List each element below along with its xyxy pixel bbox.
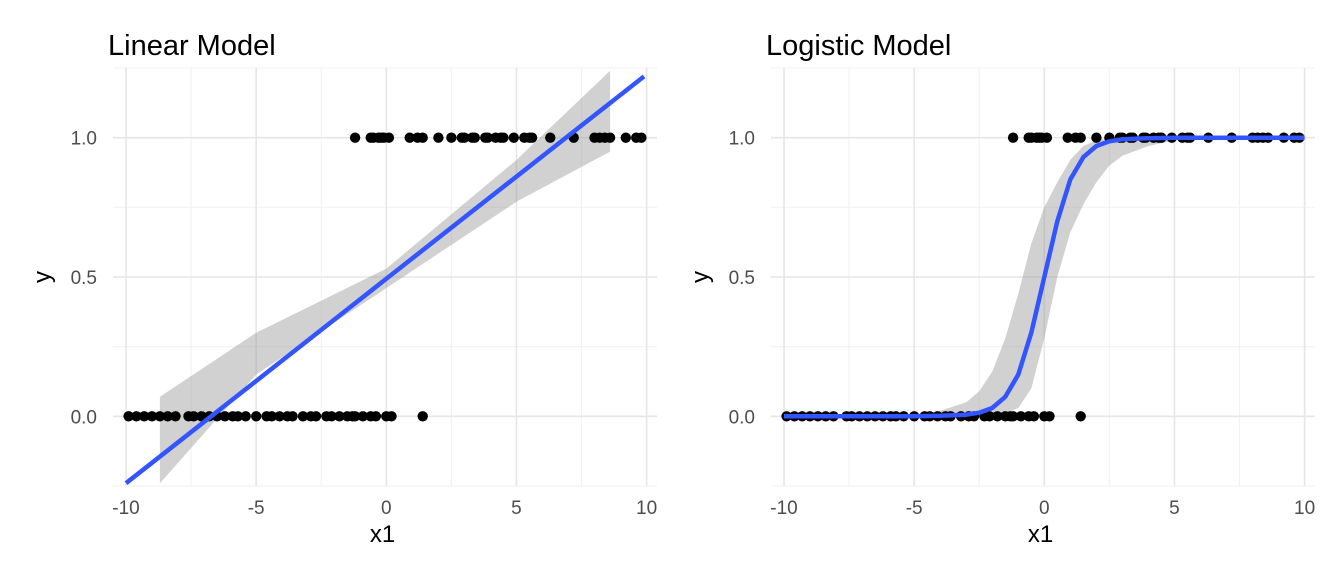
- data-point: [287, 411, 298, 422]
- x-tick-label: 5: [511, 498, 522, 519]
- data-point: [188, 411, 199, 422]
- data-point: [404, 132, 415, 143]
- plot-area: -10 -5 0 5 10 0.0 0.5 1.0: [71, 67, 657, 519]
- fit-line: [124, 74, 646, 485]
- data-point: [310, 411, 322, 422]
- data-point: [232, 411, 244, 422]
- x-tick-label: -5: [248, 498, 265, 519]
- data-point: [383, 132, 395, 143]
- data-point: [162, 411, 173, 422]
- plot-area: -10 -5 0 5 10 0.0 0.5 1.0: [729, 67, 1315, 519]
- data-point: [526, 132, 538, 143]
- x-axis-label: x1: [370, 521, 395, 548]
- data-point: [196, 411, 207, 422]
- chart-title: Logistic Model: [766, 30, 951, 62]
- data-point: [1041, 132, 1053, 143]
- x-tick-label: -10: [112, 498, 139, 519]
- data-point: [469, 132, 480, 143]
- y-tick-label: 1.0: [729, 129, 755, 150]
- y-tick-label: 1.0: [71, 129, 97, 150]
- data-point: [604, 132, 616, 143]
- data-point: [297, 411, 309, 422]
- data-point: [349, 411, 361, 422]
- data-point: [349, 132, 361, 143]
- data-point: [417, 411, 428, 422]
- data-point: [146, 411, 158, 422]
- data-point: [992, 411, 1003, 422]
- data-point: [1028, 411, 1040, 422]
- fit-line: [784, 135, 1305, 419]
- x-tick-label: 0: [1039, 498, 1050, 519]
- x-tick-label: 10: [1294, 498, 1315, 519]
- y-axis-label: y: [687, 271, 714, 283]
- data-point: [251, 411, 262, 422]
- y-axis-label: y: [29, 271, 56, 283]
- data-point: [131, 411, 142, 422]
- data-point: [498, 132, 509, 143]
- data-point: [123, 411, 134, 422]
- data-point: [1007, 132, 1019, 143]
- chart-title: Linear Model: [108, 30, 276, 62]
- data-point: [1044, 411, 1055, 422]
- data-point: [508, 132, 519, 143]
- data-point: [1091, 132, 1102, 143]
- x-axis-label: x1: [1028, 521, 1053, 548]
- data-point: [482, 132, 493, 143]
- data-point: [620, 132, 631, 143]
- data-point: [1075, 132, 1086, 143]
- x-tick-label: 5: [1169, 498, 1180, 519]
- x-tick-label: 0: [381, 498, 392, 519]
- data-point: [417, 132, 428, 143]
- data-point: [1007, 411, 1019, 422]
- y-tick-label: 0.0: [729, 407, 755, 428]
- data-point: [357, 411, 369, 422]
- panel-logistic: Logistic Model x1 y: [687, 30, 1053, 548]
- data-point: [459, 132, 470, 143]
- x-tick-label: -5: [906, 498, 923, 519]
- x-tick-label: -10: [770, 498, 797, 519]
- data-point: [984, 411, 995, 422]
- y-tick-label: 0.5: [71, 268, 97, 289]
- data-point: [386, 411, 397, 422]
- data-point: [326, 411, 337, 422]
- data-point: [370, 411, 382, 422]
- data-point: [154, 411, 166, 422]
- data-point: [545, 132, 556, 143]
- data-point: [266, 411, 277, 422]
- y-tick-label: 0.5: [729, 268, 755, 289]
- data-point: [446, 132, 457, 143]
- data-point: [219, 411, 231, 422]
- data-point: [1075, 411, 1086, 422]
- data-point: [636, 132, 647, 143]
- data-point: [170, 411, 181, 422]
- data-point: [240, 411, 251, 422]
- data-point: [1015, 411, 1027, 422]
- x-tick-label: 10: [636, 498, 657, 519]
- data-point: [139, 411, 150, 422]
- panel-linear: Linear Model x1 y: [29, 30, 395, 548]
- data-point: [274, 411, 285, 422]
- data-point: [433, 132, 444, 143]
- data-point: [1062, 132, 1073, 143]
- y-tick-label: 0.0: [71, 407, 97, 428]
- data-point: [334, 411, 345, 422]
